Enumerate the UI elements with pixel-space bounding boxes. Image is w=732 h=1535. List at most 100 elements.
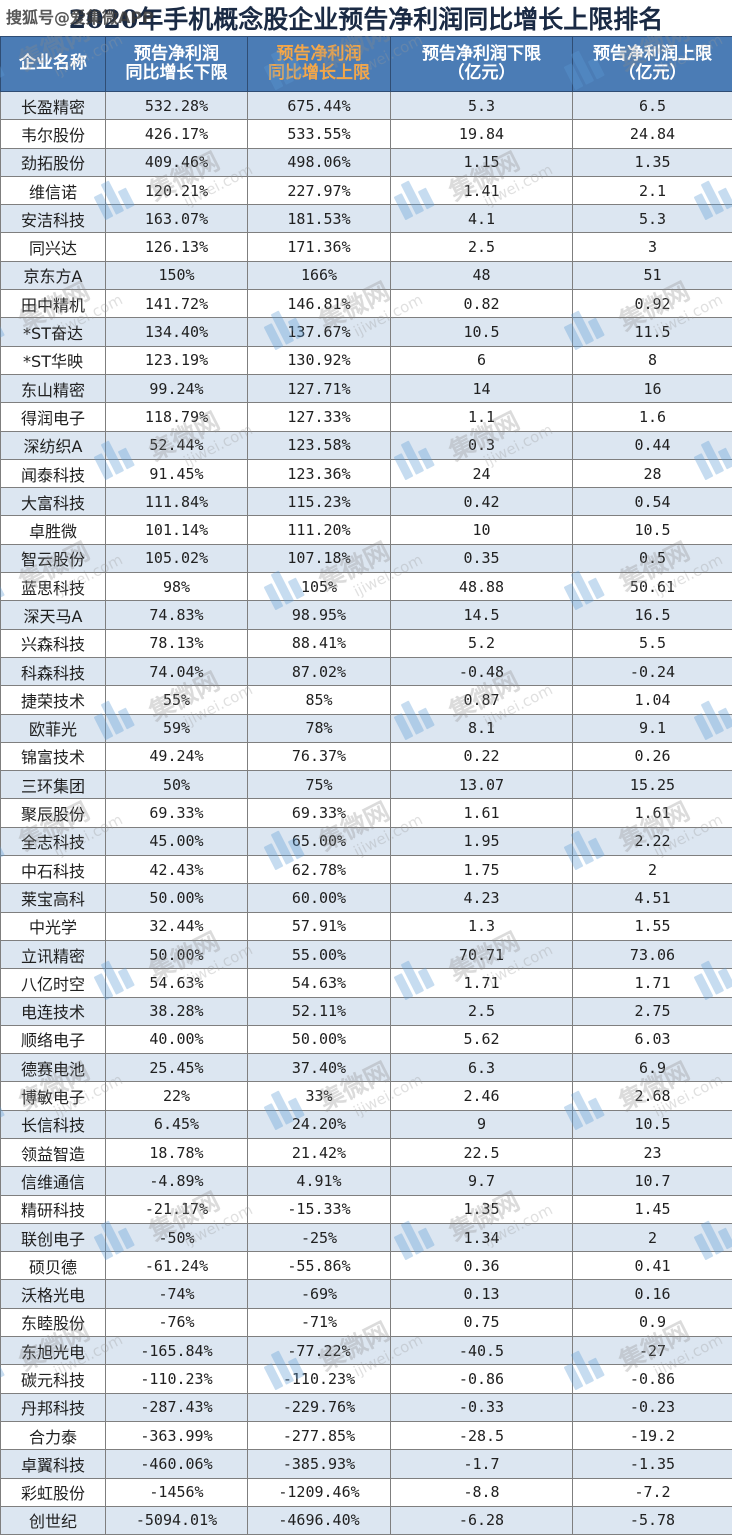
cell-company-name: 闻泰科技 xyxy=(1,459,106,487)
table-row: 丹邦科技-287.43%-229.76%-0.33-0.23 xyxy=(1,1393,732,1421)
cell-company-name: 深纺织A xyxy=(1,431,106,459)
cell-lower_pct: 74.04% xyxy=(106,657,248,685)
cell-lower_pct: 111.84% xyxy=(106,488,248,516)
cell-upper_abs: 2.22 xyxy=(573,827,732,855)
cell-upper_abs: 0.26 xyxy=(573,742,732,770)
cell-upper_pct: 54.63% xyxy=(248,969,391,997)
cell-lower_abs: -8.8 xyxy=(391,1478,573,1506)
cell-lower_abs: 4.23 xyxy=(391,884,573,912)
cell-lower_abs: 0.22 xyxy=(391,742,573,770)
cell-lower_pct: 141.72% xyxy=(106,290,248,318)
cell-upper_pct: 107.18% xyxy=(248,544,391,572)
cell-upper_abs: 9.1 xyxy=(573,714,732,742)
cell-lower_abs: 1.1 xyxy=(391,403,573,431)
cell-upper_abs: 10.5 xyxy=(573,516,732,544)
cell-lower_abs: 5.2 xyxy=(391,629,573,657)
cell-company-name: 东山精密 xyxy=(1,374,106,402)
cell-company-name: 京东方A xyxy=(1,261,106,289)
cell-lower_pct: 126.13% xyxy=(106,233,248,261)
cell-company-name: 合力泰 xyxy=(1,1421,106,1449)
cell-upper_pct: 123.36% xyxy=(248,459,391,487)
cell-company-name: 精研科技 xyxy=(1,1195,106,1223)
cell-lower_abs: 6.3 xyxy=(391,1054,573,1082)
cell-lower_pct: -4.89% xyxy=(106,1167,248,1195)
cell-lower_abs: 1.41 xyxy=(391,176,573,204)
cell-upper_abs: -1.35 xyxy=(573,1450,732,1478)
cell-lower_abs: 5.62 xyxy=(391,1025,573,1053)
cell-upper_abs: 23 xyxy=(573,1138,732,1166)
cell-lower_pct: -61.24% xyxy=(106,1252,248,1280)
cell-lower_abs: 1.71 xyxy=(391,969,573,997)
cell-upper_abs: 4.51 xyxy=(573,884,732,912)
cell-company-name: 维信诺 xyxy=(1,176,106,204)
cell-lower_abs: 8.1 xyxy=(391,714,573,742)
cell-upper_abs: 2.75 xyxy=(573,997,732,1025)
cell-lower_abs: 0.87 xyxy=(391,686,573,714)
cell-company-name: 硕贝德 xyxy=(1,1252,106,1280)
cell-upper_pct: 78% xyxy=(248,714,391,742)
cell-upper_pct: -4696.40% xyxy=(248,1506,391,1534)
cell-upper_pct: 498.06% xyxy=(248,148,391,176)
cell-upper_abs: 6.5 xyxy=(573,92,732,120)
cell-upper_abs: -0.86 xyxy=(573,1365,732,1393)
cell-lower_abs: 2.5 xyxy=(391,997,573,1025)
cell-upper_pct: 57.91% xyxy=(248,912,391,940)
cell-lower_abs: 2.5 xyxy=(391,233,573,261)
cell-upper_pct: 181.53% xyxy=(248,205,391,233)
cell-upper_pct: 62.78% xyxy=(248,856,391,884)
cell-lower_abs: -0.33 xyxy=(391,1393,573,1421)
column-header-line1: 预告净利润 xyxy=(108,45,245,64)
cell-upper_abs: 0.54 xyxy=(573,488,732,516)
cell-lower_abs: 1.75 xyxy=(391,856,573,884)
cell-company-name: 碳元科技 xyxy=(1,1365,106,1393)
cell-lower_abs: 24 xyxy=(391,459,573,487)
cell-lower_abs: 48.88 xyxy=(391,573,573,601)
cell-upper_abs: 1.55 xyxy=(573,912,732,940)
column-header-line2: 同比增长上限 xyxy=(250,64,388,83)
table-row: 碳元科技-110.23%-110.23%-0.86-0.86 xyxy=(1,1365,732,1393)
cell-company-name: 东旭光电 xyxy=(1,1337,106,1365)
cell-upper_pct: 127.33% xyxy=(248,403,391,431)
cell-company-name: 韦尔股份 xyxy=(1,120,106,148)
cell-upper_pct: 130.92% xyxy=(248,346,391,374)
cell-company-name: 顺络电子 xyxy=(1,1025,106,1053)
cell-lower_abs: 1.95 xyxy=(391,827,573,855)
cell-company-name: 德赛电池 xyxy=(1,1054,106,1082)
cell-company-name: 欧菲光 xyxy=(1,714,106,742)
cell-upper_pct: 146.81% xyxy=(248,290,391,318)
cell-company-name: 信维通信 xyxy=(1,1167,106,1195)
cell-upper_abs: 0.41 xyxy=(573,1252,732,1280)
cell-lower_abs: 19.84 xyxy=(391,120,573,148)
cell-upper_abs: 1.71 xyxy=(573,969,732,997)
cell-lower_pct: 150% xyxy=(106,261,248,289)
cell-upper_pct: 227.97% xyxy=(248,176,391,204)
cell-company-name: 东睦股份 xyxy=(1,1308,106,1336)
cell-lower_abs: 1.35 xyxy=(391,1195,573,1223)
cell-lower_pct: 54.63% xyxy=(106,969,248,997)
cell-company-name: 莱宝高科 xyxy=(1,884,106,912)
cell-upper_pct: 21.42% xyxy=(248,1138,391,1166)
cell-company-name: 八亿时空 xyxy=(1,969,106,997)
cell-company-name: 卓胜微 xyxy=(1,516,106,544)
cell-lower_pct: 49.24% xyxy=(106,742,248,770)
